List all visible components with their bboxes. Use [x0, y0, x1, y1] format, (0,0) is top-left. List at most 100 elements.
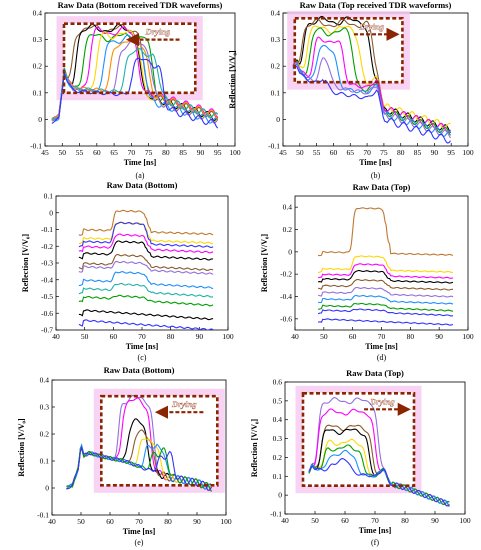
data-layer: [292, 15, 451, 144]
y-tick-label: 0.2: [283, 225, 293, 234]
chart-panel-d: Raw Data (Top) 40 50 60 70 80 90 100 -0.6 -0.4 -0.…: [260, 182, 474, 362]
y-tick-label: 0.1: [273, 472, 283, 481]
y-tick-label: -0.6: [41, 309, 53, 318]
y-tick-label: -0.4: [280, 292, 292, 301]
x-axis-label: Time [ns]: [123, 527, 156, 536]
x-tick-label: 45: [41, 148, 49, 157]
chart-title: Raw Data (Top): [353, 182, 411, 192]
x-tick-label: 75: [145, 148, 153, 157]
y-tick-label: 0.3: [33, 35, 43, 44]
x-axis-label: Time [ns]: [359, 526, 392, 535]
panel-caption: (c): [138, 353, 147, 362]
x-tick-label: 75: [380, 148, 388, 157]
y-tick-label: 0.1: [44, 192, 54, 201]
highlight-glow: [93, 388, 225, 493]
y-tick-label: 0: [288, 247, 292, 256]
drying-label: Drying: [171, 399, 197, 409]
y-tick-label: 0.2: [273, 453, 283, 462]
series-line: [78, 221, 214, 248]
highlight-glow: [295, 385, 422, 494]
series-line: [292, 15, 451, 133]
y-tick-label: 0.3: [40, 403, 50, 412]
x-tick-label: 70: [128, 148, 136, 157]
x-axis-label: Time [ns]: [359, 158, 392, 167]
series-line: [78, 253, 214, 271]
y-axis-label: Reflection [V/V₀]: [260, 234, 269, 292]
y-axis-label: Reflection [V/V₀]: [17, 418, 26, 476]
x-tick-label: 100: [462, 332, 474, 341]
x-tick-label: 50: [296, 148, 304, 157]
y-tick-label: -0.3: [41, 259, 53, 268]
x-tick-label: 40: [281, 516, 289, 525]
y-axis-label: Reflection [V/V₀]: [250, 419, 259, 477]
y-tick-label: -0.2: [41, 242, 53, 251]
panel-caption: (d): [377, 353, 387, 362]
series-line: [292, 44, 451, 138]
y-tick-label: 0.4: [40, 376, 50, 385]
series-line: [292, 57, 451, 139]
x-tick-label: 80: [401, 516, 409, 525]
y-tick-label: 0.4: [273, 415, 283, 424]
series-line: [78, 282, 214, 298]
x-tick-label: 60: [349, 332, 357, 341]
series-line: [318, 279, 453, 291]
y-tick-label: 0.2: [33, 62, 43, 71]
y-tick-label: 0.1: [271, 88, 281, 97]
series-line: [318, 302, 454, 312]
x-tick-label: 65: [347, 148, 355, 157]
drying-region-box: [301, 392, 416, 488]
x-tick-label: 85: [414, 148, 422, 157]
y-tick-label: -0.2: [280, 270, 292, 279]
x-tick-label: 100: [229, 148, 241, 157]
x-tick-label: 80: [397, 148, 405, 157]
chart-title: Raw Data (Bottom): [104, 365, 175, 375]
x-tick-label: 100: [220, 517, 232, 526]
x-tick-label: 90: [196, 332, 204, 341]
panel-caption: (a): [136, 171, 145, 180]
y-tick-label: -0.6: [280, 314, 292, 323]
y-tick-label: 0.5: [273, 396, 283, 405]
y-tick-label: -0.1: [41, 225, 53, 234]
series-line: [78, 209, 214, 236]
x-tick-label: 45: [279, 148, 287, 157]
y-tick-label: 0.4: [283, 203, 293, 212]
series-line: [51, 26, 219, 121]
drying-region-box: [100, 394, 219, 487]
series-line: [51, 24, 219, 122]
data-layer: [308, 397, 450, 507]
x-tick-label: 50: [59, 148, 67, 157]
x-tick-label: 90: [197, 148, 205, 157]
x-tick-label: 60: [330, 148, 338, 157]
panel-caption: (e): [135, 538, 144, 547]
x-tick-label: 70: [135, 517, 143, 526]
x-tick-label: 70: [371, 516, 379, 525]
y-tick-label: 0.2: [40, 430, 50, 439]
series-line: [66, 394, 212, 492]
panel-caption: (f): [371, 538, 379, 547]
x-tick-label: 80: [407, 332, 415, 341]
x-tick-label: 90: [435, 332, 443, 341]
y-tick-label: 0.4: [33, 9, 43, 18]
series-line: [317, 308, 454, 317]
series-line: [292, 18, 451, 134]
series-line: [318, 255, 453, 273]
chart-panel-b: Raw Data (Top received TDR waveforms) 45 5…: [228, 0, 474, 180]
series-line: [78, 221, 214, 245]
y-tick-label: 0.1: [33, 88, 43, 97]
y-tick-label: 0.1: [40, 457, 50, 466]
x-tick-label: 60: [93, 148, 101, 157]
series-line: [78, 271, 214, 289]
chart-panel-a: Raw Data (Bottom received TDR waveforms)…: [30, 0, 241, 180]
series-line: [308, 458, 450, 507]
x-tick-label: 40: [52, 332, 60, 341]
x-tick-label: 50: [81, 332, 89, 341]
series-line: [318, 207, 454, 257]
x-axis-label: Time [ns]: [126, 342, 159, 351]
x-axis-label: Time [ns]: [124, 158, 157, 167]
x-tick-label: 80: [167, 332, 175, 341]
y-tick-label: 0.4: [271, 9, 281, 18]
data-layer: [78, 209, 214, 330]
series-line: [317, 286, 454, 298]
x-tick-label: 40: [291, 332, 299, 341]
